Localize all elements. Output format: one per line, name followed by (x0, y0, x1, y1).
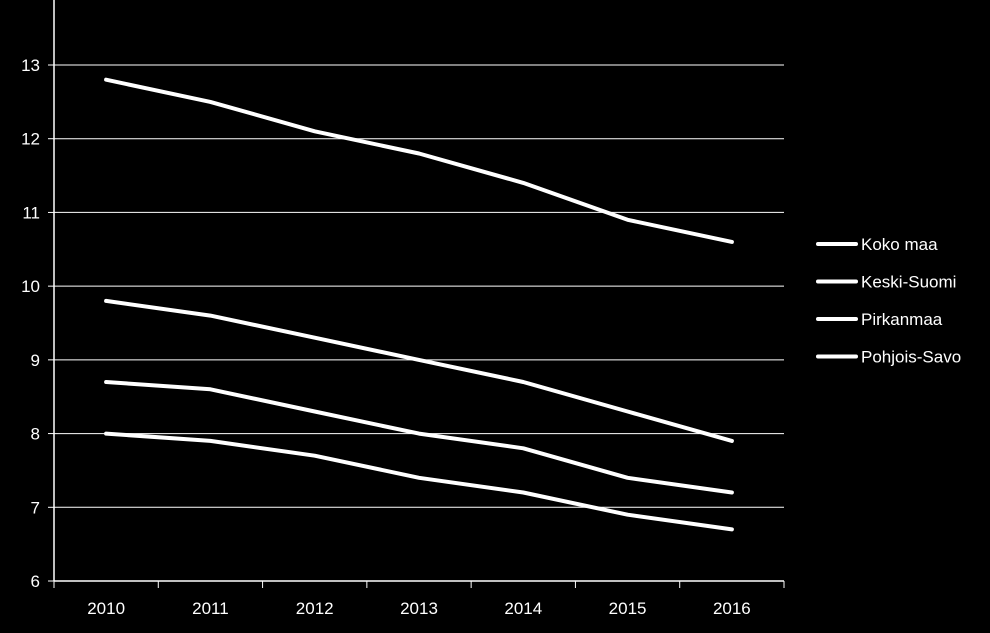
y-tick-label: 11 (22, 203, 40, 222)
y-tick-label: 10 (21, 277, 40, 296)
x-tick-label: 2013 (400, 599, 438, 618)
y-tick-label: 12 (21, 130, 40, 149)
axes: 6 7 8 9 10 11 12 13 2010 2011 2012 2013 2014 2015 2016 (21, 0, 785, 618)
x-tick-label: 2016 (713, 599, 751, 618)
x-tick-label: 2015 (609, 599, 647, 618)
legend: Koko maa Keski-Suomi Pirkanmaa Pohjois-Savo (816, 235, 961, 367)
series-line-0 (104, 77, 734, 244)
x-tick-label: 2011 (192, 599, 229, 618)
y-tick-label: 13 (21, 56, 40, 75)
gridlines (54, 64, 784, 508)
y-tick-label: 6 (31, 572, 40, 591)
series-line-2 (104, 380, 734, 495)
legend-entry-label: Keski-Suomi (861, 273, 956, 292)
y-tick-label: 9 (31, 351, 40, 370)
series-line-1 (104, 298, 734, 443)
legend-entry-label: Koko maa (861, 235, 938, 254)
y-tick-label: 7 (31, 498, 40, 517)
x-tick-label: 2012 (296, 599, 334, 618)
series-lines (104, 77, 734, 532)
x-tick-label: 2014 (504, 599, 542, 618)
legend-entry-label: Pirkanmaa (861, 310, 943, 329)
series-line-3 (104, 431, 734, 532)
legend-entry-label: Pohjois-Savo (861, 348, 961, 367)
y-tick-label: 8 (31, 425, 40, 444)
x-tick-label: 2010 (87, 599, 125, 618)
